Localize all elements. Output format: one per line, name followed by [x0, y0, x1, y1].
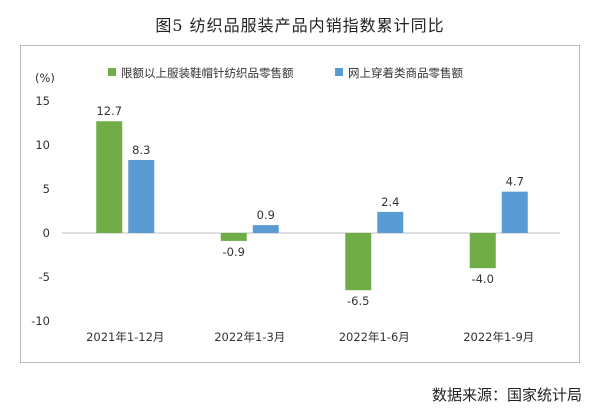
x-axis: 2021年1-12月 2022年1-3月 2022年1-6月 2022年1-9月: [86, 330, 534, 344]
x-tick-label: 2022年1-3月: [214, 330, 285, 344]
bar-0-2: [345, 233, 372, 291]
bar-1-2: [377, 211, 404, 233]
legend-swatch-1: [335, 68, 343, 76]
bar-0-0: [96, 121, 123, 233]
x-tick-label: 2022年1-6月: [339, 330, 410, 344]
legend-swatch-0: [108, 68, 116, 76]
y-tick-label: -10: [31, 314, 50, 328]
x-tick-label: 2022年1-9月: [463, 330, 534, 344]
bar-1-3: [501, 191, 528, 233]
y-unit-label: (%): [35, 71, 55, 85]
data-label: -0.9: [223, 245, 245, 259]
legend-label-0: 限额以上服装鞋帽针纺织品零售额: [121, 66, 294, 80]
y-tick-label: 0: [43, 226, 50, 240]
y-tick-label: 5: [43, 182, 50, 196]
data-label: -4.0: [472, 272, 494, 286]
data-label: 2.4: [381, 195, 399, 209]
chart-frame: [20, 45, 580, 363]
legend: 限额以上服装鞋帽针纺织品零售额 网上穿着类商品零售额: [108, 66, 463, 80]
y-tick-label: 15: [35, 94, 50, 108]
y-tick-label: -5: [39, 270, 50, 284]
chart-title: 图5 纺织品服装产品内销指数累计同比: [155, 16, 445, 35]
data-label: 12.7: [96, 104, 122, 118]
bar-0-3: [469, 233, 496, 269]
bar-1-0: [128, 159, 155, 233]
y-tick-label: 10: [35, 138, 50, 152]
bar-0-1: [220, 233, 247, 241]
bar-1-1: [252, 225, 279, 233]
data-label: 8.3: [132, 143, 150, 157]
data-label: 0.9: [257, 208, 275, 222]
source-note: 数据来源：国家统计局: [431, 386, 582, 404]
x-tick-label: 2021年1-12月: [86, 330, 164, 344]
legend-label-1: 网上穿着类商品零售额: [348, 66, 463, 80]
data-label: -6.5: [347, 294, 369, 308]
data-label: 4.7: [506, 175, 524, 189]
bars: 12.7 8.3 -0.9 0.9 -6.5 2.4 -4.0 4.7: [96, 104, 528, 308]
